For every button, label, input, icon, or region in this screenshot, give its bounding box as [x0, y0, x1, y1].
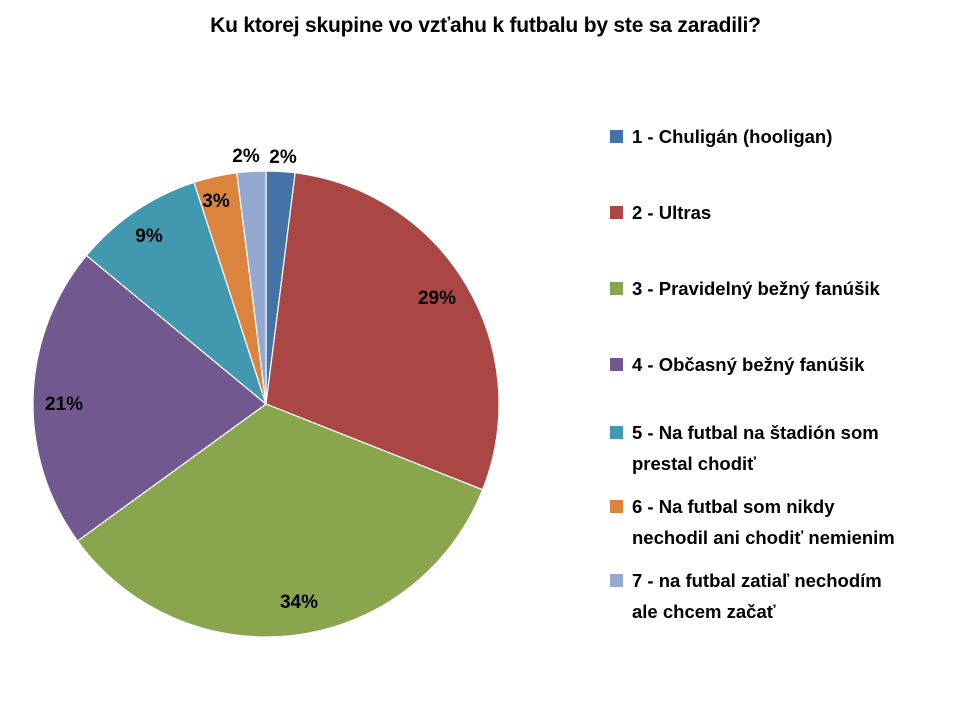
legend-swatch [610, 282, 623, 295]
pie-slice-7 [236, 170, 267, 405]
legend-label-line: 5 - Na futbal na štadión som [632, 422, 879, 443]
legend-swatch [610, 500, 623, 513]
legend-swatch [610, 206, 623, 219]
legend-label: 7 - na futbal zatiaľ nechodím ale chcem z… [632, 565, 882, 627]
pie-slice-5 [85, 181, 268, 406]
legend-label-line: ale chcem začať [632, 601, 776, 622]
legend-label: 5 - Na futbal na štadión som prestal chod… [632, 417, 879, 479]
pie-slice-4 [32, 254, 267, 542]
slice-data-label-4: 21% [45, 394, 83, 415]
legend-swatch [610, 426, 623, 439]
slice-data-label-2: 29% [418, 288, 456, 309]
legend-label: 3 - Pravidelný bežný fanúšik [632, 273, 880, 304]
legend-label: 4 - Občasný bežný fanúšik [632, 349, 864, 380]
legend-label: 6 - Na futbal som nikdy nechodil ani chod… [632, 491, 895, 553]
legend-item-6: 6 - Na futbal som nikdy nechodil ani chod… [610, 494, 965, 553]
legend-label-line: nechodil ani chodiť nemienim [632, 527, 895, 548]
legend-swatch [610, 574, 623, 587]
slice-data-label-6: 3% [202, 191, 230, 212]
legend-item-1: 1 - Chuligán (hooligan) [610, 124, 965, 152]
pie-slice-2 [265, 172, 500, 491]
pie-slice-3 [76, 403, 484, 638]
legend-item-3: 3 - Pravidelný bežný fanúšik [610, 276, 965, 304]
legend-item-2: 2 - Ultras [610, 200, 965, 228]
legend-label-line: 4 - Občasný bežný fanúšik [632, 354, 865, 375]
legend-label: 1 - Chuligán (hooligan) [632, 121, 832, 152]
legend-swatch [610, 130, 623, 143]
slice-data-label-7: 2% [232, 146, 260, 167]
legend-item-4: 4 - Občasný bežný fanúšik [610, 352, 965, 380]
legend-label-line: 3 - Pravidelný bežný fanúšik [632, 278, 880, 299]
legend-item-5: 5 - Na futbal na štadión som prestal chod… [610, 420, 965, 479]
legend-label-line: 2 - Ultras [632, 202, 712, 223]
legend-label-line: 6 - Na futbal som nikdy [632, 496, 835, 517]
legend-label-line: 1 - Chuligán (hooligan) [632, 126, 833, 147]
legend-swatch [610, 358, 623, 371]
slice-data-label-5: 9% [135, 226, 163, 247]
legend-label-line: prestal chodiť [632, 453, 756, 474]
chart-title: Ku ktorej skupine vo vzťahu k futbalu by… [210, 14, 761, 37]
legend-label-line: 7 - na futbal zatiaľ nechodím [632, 570, 882, 591]
slice-data-label-3: 34% [280, 592, 318, 613]
legend-item-7: 7 - na futbal zatiaľ nechodím ale chcem z… [610, 568, 965, 627]
slice-data-label-1: 2% [269, 147, 297, 168]
legend-label: 2 - Ultras [632, 197, 711, 228]
